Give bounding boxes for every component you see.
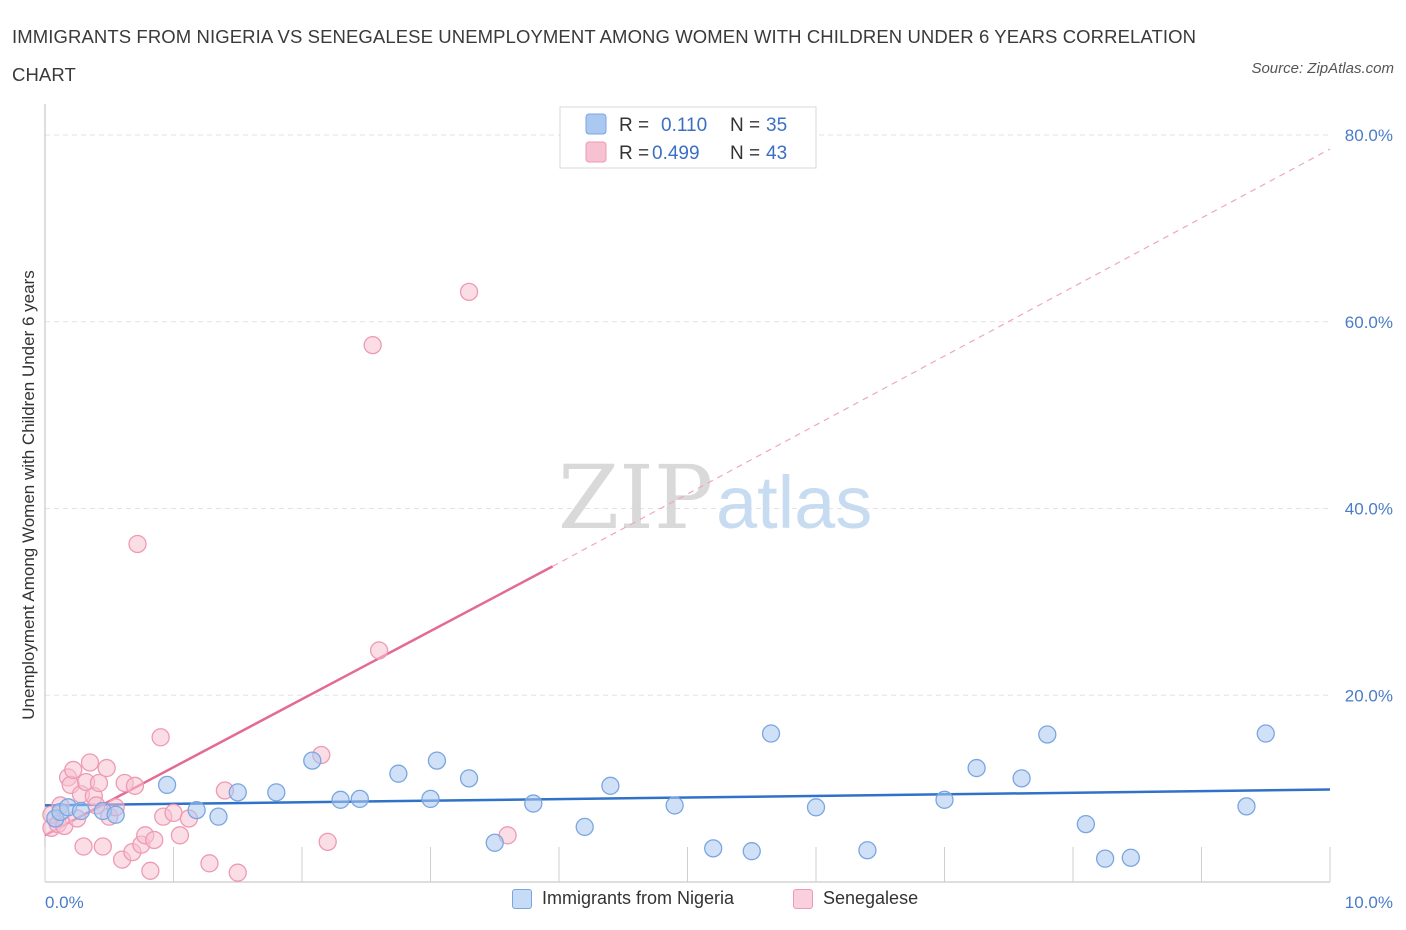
data-points <box>42 282 1275 882</box>
legend-label: Senegalese <box>823 888 919 908</box>
point-nigeria <box>806 798 826 817</box>
y-tick-label: 80.0% <box>1345 126 1393 145</box>
legend-label: Immigrants from Nigeria <box>542 888 735 908</box>
tick-labels: 20.0% 40.0% 60.0% 80.0% 0.0% 10.0% <box>45 126 1393 912</box>
point-nigeria <box>1038 725 1057 744</box>
point-senegalese <box>363 335 382 355</box>
chart-title: IMMIGRANTS FROM NIGERIA VS SENEGALESE UN… <box>12 26 1197 85</box>
point-nigeria <box>350 789 369 809</box>
legend-swatch <box>793 888 813 909</box>
point-nigeria <box>485 833 504 852</box>
point-nigeria <box>1121 848 1140 867</box>
point-nigeria <box>1012 769 1031 788</box>
point-senegalese <box>459 282 479 302</box>
point-nigeria <box>228 783 247 802</box>
point-senegalese <box>228 863 247 882</box>
point-nigeria <box>704 839 723 858</box>
legend-swatch-nigeria <box>585 113 607 135</box>
x-tick-label: 0.0% <box>45 893 84 912</box>
y-tick-label: 60.0% <box>1345 313 1393 332</box>
legend-n-label-2: N = <box>730 143 760 164</box>
point-nigeria <box>331 790 350 809</box>
point-senegalese <box>318 832 337 851</box>
watermark-atlas: atlas <box>716 461 872 544</box>
series-legend: Immigrants from Nigeria Senegalese <box>0 888 1406 916</box>
correlation-legend: R = 0.110 N = 35 R = 0.499 N = 43 <box>559 106 817 169</box>
point-nigeria <box>459 769 479 788</box>
y-tick-label: 20.0% <box>1345 686 1393 705</box>
trend-line-senegalese-extension <box>552 148 1331 567</box>
point-nigeria <box>267 783 286 802</box>
point-nigeria <box>742 842 761 861</box>
point-nigeria <box>761 724 781 743</box>
legend-r-label-1: R = <box>619 115 649 136</box>
grid-lines <box>45 134 1330 696</box>
point-senegalese <box>145 830 164 850</box>
x-tick-label: 10.0% <box>1345 893 1393 912</box>
point-nigeria <box>389 764 408 783</box>
point-senegalese <box>97 758 116 778</box>
point-senegalese <box>89 773 109 793</box>
point-nigeria <box>967 758 986 778</box>
point-senegalese <box>200 854 219 873</box>
point-nigeria <box>303 751 322 770</box>
legend-swatch <box>512 888 532 909</box>
trend-line-senegalese <box>44 565 554 837</box>
source-label: Source: ZipAtlas.com <box>1251 60 1394 77</box>
point-nigeria <box>1256 724 1275 743</box>
point-senegalese <box>125 776 145 795</box>
point-nigeria <box>665 796 684 815</box>
legend-item-nigeria: Immigrants from Nigeria <box>512 888 734 909</box>
point-nigeria <box>71 801 91 821</box>
trend-line-nigeria <box>44 788 1331 807</box>
point-senegalese <box>151 728 170 747</box>
axes <box>44 104 1331 883</box>
point-senegalese <box>74 837 93 856</box>
watermark-zip: ZIP <box>558 446 713 549</box>
point-nigeria <box>157 775 177 795</box>
point-senegalese <box>170 826 190 845</box>
point-senegalese <box>164 803 183 823</box>
point-nigeria <box>427 751 447 770</box>
point-nigeria <box>935 790 954 809</box>
point-nigeria <box>1095 849 1115 868</box>
point-nigeria <box>524 794 543 813</box>
point-nigeria <box>1237 797 1256 816</box>
legend-n-value-1: 35 <box>766 115 787 136</box>
point-nigeria <box>575 817 594 837</box>
y-tick-label: 40.0% <box>1345 500 1393 519</box>
legend-r-value-1: 0.110 <box>661 115 707 136</box>
legend-item-senegalese: Senegalese <box>793 888 918 909</box>
point-nigeria <box>601 776 620 795</box>
point-nigeria <box>209 807 228 826</box>
legend-n-label-1: N = <box>730 115 760 136</box>
legend-swatch-senegalese <box>585 141 607 163</box>
point-senegalese <box>128 534 147 554</box>
point-senegalese <box>141 861 160 880</box>
legend-n-value-2: 43 <box>766 143 787 164</box>
y-axis-title: Unemployment Among Women with Children U… <box>19 270 38 719</box>
point-senegalese <box>80 753 100 772</box>
point-nigeria <box>1076 814 1095 834</box>
legend-r-value-2: 0.499 <box>652 143 700 164</box>
point-nigeria <box>187 800 206 820</box>
point-nigeria <box>106 805 125 824</box>
point-nigeria <box>421 789 440 809</box>
point-senegalese <box>93 837 112 856</box>
point-nigeria <box>858 841 877 860</box>
point-senegalese <box>369 641 389 660</box>
point-senegalese <box>64 760 83 780</box>
legend-r-label-2: R = <box>619 143 649 164</box>
